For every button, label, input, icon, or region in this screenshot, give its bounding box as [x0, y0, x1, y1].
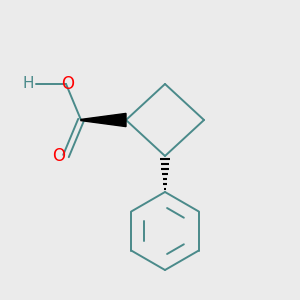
Text: O: O	[61, 75, 74, 93]
Polygon shape	[81, 113, 126, 127]
Text: O: O	[52, 147, 65, 165]
Text: H: H	[23, 76, 34, 92]
